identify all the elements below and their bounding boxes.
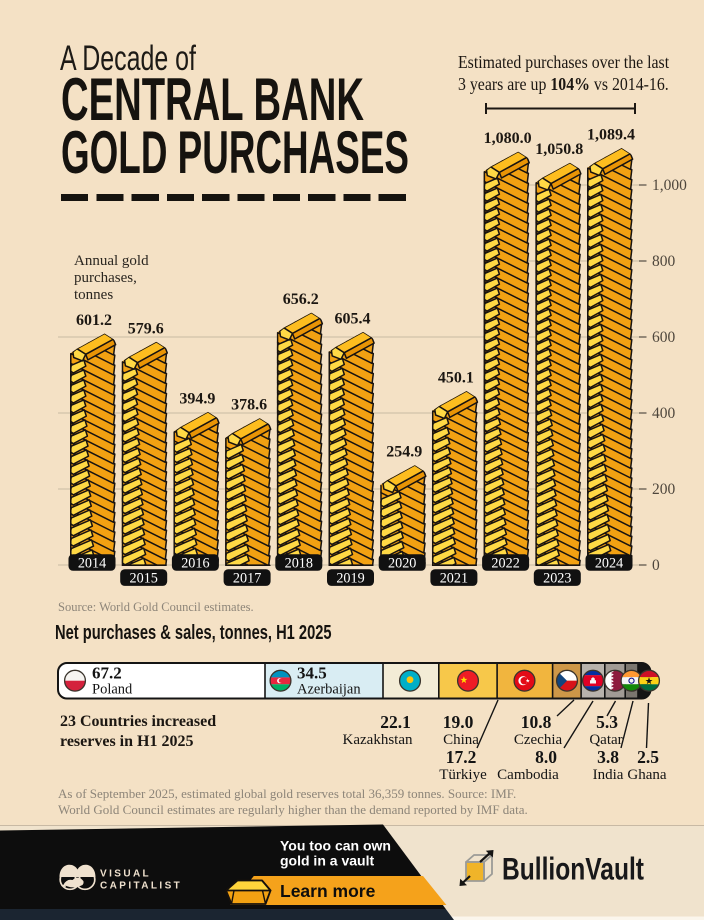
svg-text:394.9: 394.9 [179,390,215,407]
svg-text:17.2: 17.2 [446,747,477,767]
svg-text:China: China [443,732,479,748]
svg-text:2015: 2015 [130,571,158,587]
svg-text:2.5: 2.5 [637,747,659,767]
svg-text:378.6: 378.6 [231,397,267,414]
svg-text:5.3: 5.3 [596,712,618,732]
svg-text:2014: 2014 [78,556,106,572]
svg-text:BullionVault: BullionVault [502,851,644,887]
svg-text:2020: 2020 [388,556,416,572]
svg-text:1,050.8: 1,050.8 [535,141,583,158]
svg-text:Kazakhstan: Kazakhstan [343,732,413,748]
svg-text:2019: 2019 [336,571,364,587]
svg-text:2016: 2016 [181,556,209,572]
svg-text:1,080.0: 1,080.0 [484,130,532,147]
svg-text:10.8: 10.8 [521,712,552,732]
svg-text:You too can own: You too can own [280,838,391,854]
svg-text:Ghana: Ghana [627,767,666,783]
svg-text:579.6: 579.6 [128,320,164,337]
svg-text:800: 800 [652,253,676,270]
svg-text:Learn more: Learn more [280,881,376,901]
svg-text:22.1: 22.1 [380,712,411,732]
svg-text:CAPITALIST: CAPITALIST [100,881,182,892]
svg-text:67.2: 67.2 [92,664,122,683]
svg-text:8.0: 8.0 [535,747,557,767]
svg-text:34.5: 34.5 [297,664,327,683]
svg-text:Azerbaijan: Azerbaijan [297,682,361,698]
svg-text:450.1: 450.1 [438,370,474,387]
svg-text:19.0: 19.0 [443,712,474,732]
svg-text:Türkiye: Türkiye [439,767,487,783]
svg-text:Cambodia: Cambodia [497,767,559,783]
svg-text:254.9: 254.9 [386,444,422,461]
svg-text:India: India [593,767,624,783]
svg-text:2024: 2024 [595,556,623,572]
svg-text:Qatar: Qatar [589,732,622,748]
svg-text:1,089.4: 1,089.4 [587,127,635,144]
svg-text:601.2: 601.2 [76,312,112,329]
svg-text:2023: 2023 [543,571,571,587]
svg-text:200: 200 [652,481,676,498]
svg-text:2017: 2017 [233,571,261,587]
svg-text:400: 400 [652,405,676,422]
svg-text:656.2: 656.2 [283,291,319,308]
svg-text:Poland: Poland [92,682,133,698]
svg-text:VISUAL: VISUAL [100,869,151,880]
svg-text:2018: 2018 [285,556,313,572]
svg-text:gold in a vault: gold in a vault [280,853,374,869]
svg-text:3.8: 3.8 [597,747,619,767]
svg-text:Czechia: Czechia [514,732,563,748]
svg-text:0: 0 [652,557,660,574]
svg-text:2021: 2021 [440,571,468,587]
svg-text:2022: 2022 [491,556,519,572]
svg-text:605.4: 605.4 [335,310,371,327]
svg-text:600: 600 [652,329,676,346]
svg-text:1,000: 1,000 [652,177,687,194]
